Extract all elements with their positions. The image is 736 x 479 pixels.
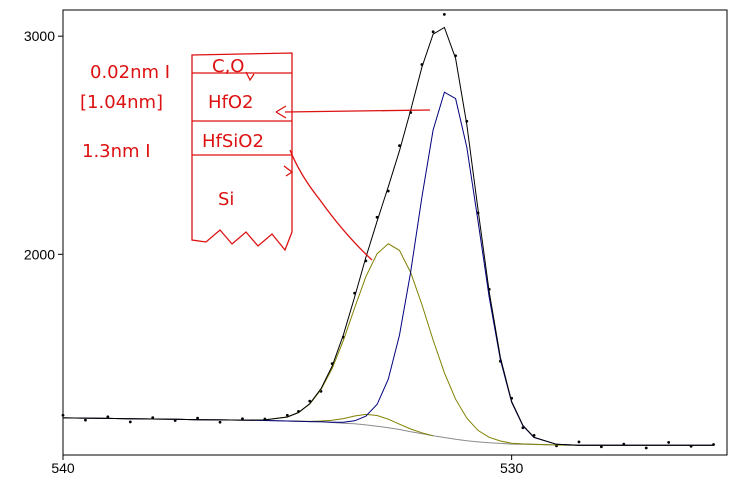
annotation: 0.02nm I — [90, 62, 170, 83]
data-point — [644, 446, 648, 450]
plot-area — [61, 12, 715, 450]
annotation: HfO2 — [208, 92, 254, 113]
layer-lines — [192, 72, 292, 156]
data-point — [173, 419, 177, 422]
arrow — [245, 71, 255, 82]
annotation: C,O — [212, 56, 244, 77]
data-point — [577, 440, 581, 444]
annotation: HfSiO2 — [202, 131, 264, 152]
data-point — [241, 417, 244, 421]
annotation: 1.3nm I — [82, 141, 151, 162]
x-tick-label: 530 — [500, 460, 524, 476]
data-point — [218, 420, 222, 424]
annotation: [1.04nm] — [80, 92, 163, 113]
data-point — [128, 420, 132, 424]
data-point — [442, 12, 446, 16]
data-point — [84, 418, 87, 422]
y-tick-label: 2000 — [24, 246, 55, 262]
data-point — [106, 415, 110, 419]
data-point — [667, 440, 671, 444]
data-point — [196, 416, 199, 420]
data-point — [285, 413, 289, 417]
arrow — [283, 149, 373, 261]
data-point — [61, 413, 65, 417]
fit-line — [62, 26, 714, 446]
data-point — [599, 445, 603, 449]
y-tick-label: 3000 — [24, 28, 55, 44]
arrow — [275, 105, 431, 119]
data-point — [308, 399, 312, 403]
plot-frame — [62, 9, 728, 456]
annotation: Si — [218, 189, 234, 210]
data-point — [151, 416, 155, 420]
layer-sketch — [191, 52, 293, 252]
hand-annotation: 0.02nm I [1.04nm] 1.3nm I C,O HfO2 HfSiO… — [80, 52, 431, 261]
x-tick-label: 540 — [51, 460, 75, 476]
data-point — [431, 30, 435, 34]
